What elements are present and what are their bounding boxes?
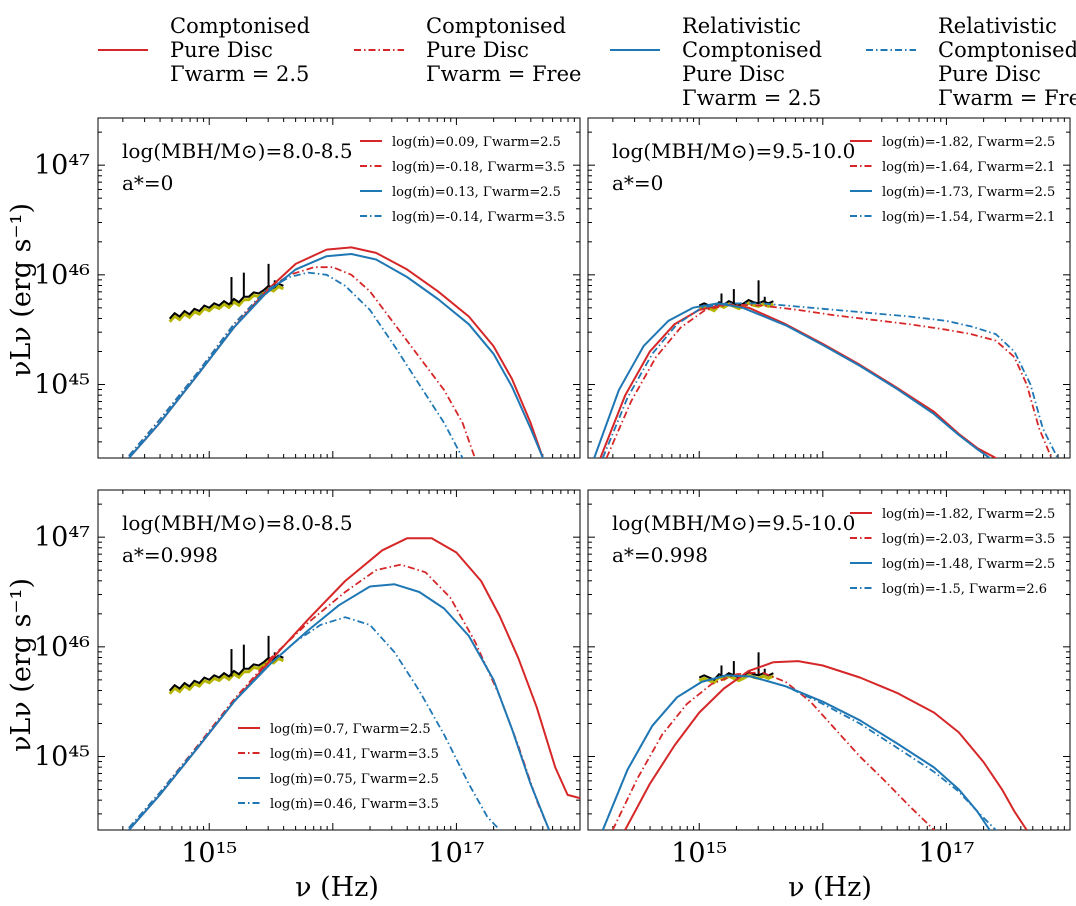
legend-entry-label: log(ṁ)=0.13, Γwarm=2.5 [392,185,561,200]
legend-entry-label: log(ṁ)=-1.73, Γwarm=2.5 [882,185,1055,200]
legend-entry-label: log(ṁ)=-0.18, Γwarm=3.5 [392,160,565,175]
y-tick-label: 10⁴⁶ [34,260,90,291]
series-line [611,671,936,830]
figure-legend-label: Relativistic [682,14,801,38]
figure-legend-label: Γwarm = 2.5 [170,62,309,86]
panel-legend: log(ṁ)=0.7, Γwarm=2.5 log(ṁ)=0.41, Γwarm=… [238,722,439,812]
axes-frame [97,117,581,459]
y-axis-label-bottom: νLν (erg s⁻¹) [6,578,37,752]
axis-ticks [98,490,581,830]
figure-legend-label: Comptonised [682,38,822,62]
panel-subtitle: a*=0 [612,171,663,195]
spectrum-line [168,282,284,320]
series-line [601,302,1059,458]
series-line [624,660,1028,830]
axis-ticks [588,118,1071,458]
y-tick-label: 10⁴⁷ [34,522,90,553]
panel-legend: log(ṁ)=-1.82, Γwarm=2.5 log(ṁ)=-1.64, Γwa… [850,135,1055,225]
figure-legend-label: Γwarm = 2.5 [682,86,821,110]
series-line [128,271,464,458]
figure-legend-label: Pure Disc [170,38,273,62]
model-curves [593,302,1059,458]
x-tick-label: 10¹⁷ [428,838,484,869]
figure-legend-label: Comptonised [938,38,1076,62]
legend-entry-label: log(ṁ)=-1.64, Γwarm=2.1 [882,160,1055,175]
x-tick-label: 10¹⁵ [671,838,727,869]
figure-legend-label: Pure Disc [682,62,785,86]
panel-legend: log(ṁ)=0.09, Γwarm=2.5 log(ṁ)=-0.18, Γwar… [360,135,565,225]
series-line [601,674,997,830]
x-tick-label: 10¹⁷ [918,838,974,869]
figure-legend-label: Γwarm = Free [938,86,1076,110]
reference-spectrum-line [168,656,284,695]
y-tick-label: 10⁴⁵ [34,742,90,773]
panel-title: log(MBH/M⊙)=8.0-8.5 [122,511,353,535]
axis-ticks [98,118,581,458]
series-line [128,616,501,830]
model-curves [601,660,1028,830]
y-tick-label: 10⁴⁶ [34,632,90,663]
legend-entry-label: log(ṁ)=0.75, Γwarm=2.5 [270,772,439,787]
series-line [128,266,476,458]
legend-entry-label: log(ṁ)=0.46, Γwarm=3.5 [270,797,439,812]
x-axis-label-right: ν (Hz) [788,872,872,903]
chart-panel-3: 10⁴⁷ 10⁴⁶ 10⁴⁵ 10¹⁵ 10¹⁷ log(MBH/M⊙)=8.0-8.5 a… [34,489,581,869]
legend-entry-label: log(ṁ)=-1.5, Γwarm=2.6 [882,582,1047,597]
figure-legend-label: Pure Disc [426,38,529,62]
axes-frame [587,117,1071,459]
observed-spectrum [168,635,284,695]
panel-title: log(MBH/M⊙)=9.5-10.0 [612,511,855,535]
figure-legend-label: Comptonised [426,14,566,38]
panel-subtitle: a*=0.998 [612,543,708,567]
legend-entry-label: log(ṁ)=-1.82, Γwarm=2.5 [882,507,1055,522]
panel-legend: log(ṁ)=-1.82, Γwarm=2.5 log(ṁ)=-2.03, Γwa… [850,507,1055,597]
chart-panel-2: log(MBH/M⊙)=9.5-10.0 a*=0 log(ṁ)=-1.82, Γw… [587,117,1071,459]
panel-subtitle: a*=0.998 [122,543,218,567]
spectrum-line [168,654,284,692]
series-line [601,674,992,830]
x-axis-label-left: ν (Hz) [295,872,379,903]
legend-entry-label: log(ṁ)=-1.82, Γwarm=2.5 [882,135,1055,150]
series-line [593,302,992,458]
axes-frame [587,489,1071,831]
chart-panel-4: 10¹⁵ 10¹⁷ log(MBH/M⊙)=9.5-10.0 a*=0.998 log(… [587,489,1071,869]
legend-entry-label: log(ṁ)=-1.48, Γwarm=2.5 [882,557,1055,572]
axes-frame [97,489,581,831]
chart-panel-1: 10⁴⁷ 10⁴⁶ 10⁴⁵ log(MBH/M⊙)=8.0-8.5 a*=0 log(ṁ… [34,117,581,459]
model-curves [128,246,545,458]
x-tick-label: 10¹⁵ [181,838,237,869]
panel-subtitle: a*=0 [122,171,173,195]
legend-entry-label: log(ṁ)=0.7, Γwarm=2.5 [270,722,431,737]
panel-title: log(MBH/M⊙)=8.0-8.5 [122,139,353,163]
figure-legend-label: Pure Disc [938,62,1041,86]
model-curves [128,537,580,830]
legend-entry-label: log(ṁ)=0.41, Γwarm=3.5 [270,747,439,762]
y-tick-label: 10⁴⁵ [34,370,90,401]
y-axis-label-top: νLν (erg s⁻¹) [6,203,37,377]
series-line [128,583,551,830]
axis-ticks [588,490,1071,830]
legend-entry-label: log(ṁ)=-2.03, Γwarm=3.5 [882,532,1055,547]
legend-entry-label: log(ṁ)=-1.54, Γwarm=2.1 [882,210,1055,225]
series-line [128,253,545,458]
series-line [128,246,545,458]
legend-entry-label: log(ṁ)=0.09, Γwarm=2.5 [392,135,561,150]
figure-legend-label: Relativistic [938,14,1057,38]
figure-legend-label: Comptonised [170,14,310,38]
y-tick-label: 10⁴⁷ [34,150,90,181]
figure-legend-label: Γwarm = Free [426,62,581,86]
panel-title: log(MBH/M⊙)=9.5-10.0 [612,139,855,163]
legend-entry-label: log(ṁ)=-0.14, Γwarm=3.5 [392,210,565,225]
observed-spectrum [698,652,774,685]
